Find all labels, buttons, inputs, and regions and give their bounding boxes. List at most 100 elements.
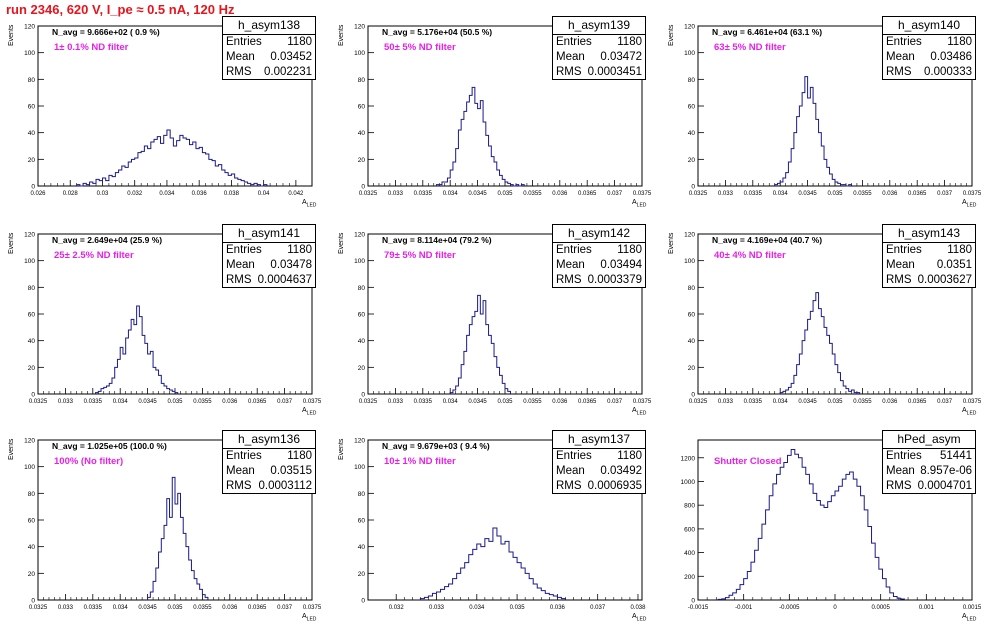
histogram-bin [112,378,115,394]
histogram-bin [450,170,453,186]
stats-row-mean: Mean 0.03452 [223,50,315,65]
histogram-bin [104,387,107,394]
histogram-bin [875,557,879,600]
y-tick-label: 40 [358,130,366,137]
stats-label: Entries [556,36,592,48]
histogram-bin [480,101,483,186]
histogram-bin [529,579,533,600]
y-tick-label: 20 [28,157,36,164]
x-tick-label: 0.04 [258,191,270,197]
histogram-bin [137,306,140,394]
x-tick-label: 0.036 [552,399,568,405]
histogram-plot: 0 20 40 60 80 100 120 0.0325 0.033 0.0335 0.034 0.0… [354,24,652,198]
stats-row-rms: RMS 0.002231 [223,65,315,80]
navg-label: N_avg = 5.176e+04 (50.5 %) [382,27,493,37]
histogram-bin [200,589,203,600]
histogram-bin [485,539,489,600]
stats-row-rms: RMS 0.0003379 [553,273,645,288]
stats-title: h_asym142 [553,225,645,243]
x-tick-label: 0.0335 [744,399,763,405]
histogram-bin [148,354,151,394]
y-tick-label: 60 [28,312,36,319]
run-title: run 2346, 620 V, I_pe ≈ 0.5 nA, 120 Hz [6,2,235,17]
y-tick-label: 800 [684,503,695,510]
stats-row-entries: Entries 1180 [553,35,645,50]
y-tick-label: 20 [688,157,696,164]
histogram-bin [816,119,819,186]
stats-row-rms: RMS 0.0003627 [883,273,975,288]
histogram-bin [453,162,456,186]
histogram-bin [465,563,469,600]
x-tick-label: 0.0005 [871,605,890,611]
x-tick-label: 0.0375 [963,191,982,197]
histogram-bin [190,145,193,186]
histogram-bin [175,393,178,394]
x-tick-label: 0.036 [882,191,898,197]
stats-row-entries: Entries 1180 [553,449,645,464]
y-tick-label: 20 [358,571,366,578]
histogram-bin [780,467,784,600]
histogram-bin [541,591,545,600]
histogram-bin [209,159,212,186]
histogram-bin [797,117,800,186]
x-tick-label: 0.033 [718,399,734,405]
x-tick-label: 0.0325 [359,399,378,405]
histogram-bin [901,599,905,600]
histogram-bin [832,354,835,394]
stats-label: Entries [886,244,922,256]
histogram-bin [170,517,173,600]
stats-label: RMS [226,480,252,492]
histogram-bin [178,493,181,600]
histogram-bin [840,381,843,394]
histogram-bin [424,597,428,600]
y-tick-label: 200 [684,574,695,581]
stats-label: Entries [556,450,592,462]
x-tick-label: 0.03 [97,191,109,197]
histogram-bin [819,133,822,186]
stats-box: h_asym140 Entries 1180 Mean 0.03486 RMS 0.0003… [882,16,976,80]
histogram-bin [493,528,497,600]
histogram-bin [805,330,808,394]
histogram-bin [469,555,473,600]
histogram-bin [115,367,118,394]
y-tick-label: 100 [24,258,35,265]
histogram-bin [251,185,254,186]
histogram-bin [83,183,86,186]
histogram-bin [808,98,811,186]
histogram-bin [458,130,461,186]
histogram-bin [835,491,839,600]
x-axis-label: ALED [962,613,977,623]
x-tick-label: 0.0325 [29,399,48,405]
stats-title: h_asym139 [553,17,645,35]
stats-value: 0.0004701 [917,480,972,492]
x-tick-label: -0.0005 [779,605,800,611]
histogram-bin [170,138,173,186]
filter-label: 50± 5% ND filter [384,42,456,53]
stats-label: Entries [556,244,592,256]
x-axis-label: ALED [632,613,647,623]
histogram-outline [436,86,525,187]
histogram-bin [791,149,794,186]
histogram-bin [791,383,794,394]
histogram-panel-hPed_asym: 0 200 400 600 800 1000 1200 -0.0015 -0.001 -0.000… [660,430,986,637]
histogram-bin [766,510,770,600]
histogram-bin [816,293,819,394]
histogram-bin [762,524,766,600]
y-tick-label: 20 [28,571,36,578]
stats-title: h_asym143 [883,225,975,243]
histogram-bin [177,141,180,186]
histogram-bin [861,496,865,600]
histogram-bin [248,183,251,186]
navg-label: N_avg = 9.666e+02 ( 0.9 %) [52,27,160,37]
histogram-bin [773,484,777,600]
histogram-bin [202,595,205,600]
histogram-bin [786,390,789,394]
histogram-bin [839,486,843,600]
x-axis-label: ALED [302,613,317,623]
histogram-bin [437,592,441,600]
x-tick-label: 0.032 [127,191,143,197]
stats-box: h_asym142 Entries 1180 Mean 0.03494 RMS 0.0003… [552,224,646,288]
histogram-bin [254,183,257,186]
x-axis-label: ALED [632,407,647,417]
histogram-bin [890,593,894,600]
